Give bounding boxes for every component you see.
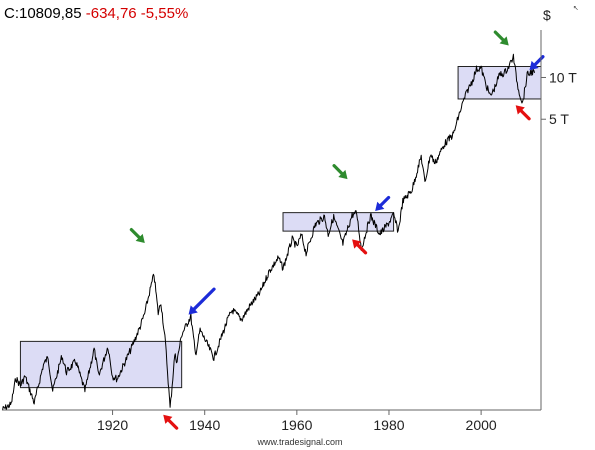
x-tick-label-1940: 1940 (189, 417, 220, 433)
peak-arrow-1 (129, 227, 145, 244)
range-box-2 (282, 212, 395, 232)
quote-change-percent: -5,55% (140, 5, 189, 22)
x-tick-label-1960: 1960 (281, 417, 312, 433)
quote-change: -634,76 (85, 5, 137, 22)
low-arrow-8 (352, 239, 368, 255)
range-box-3 (457, 66, 542, 100)
corner-mark: ↗ (573, 5, 580, 11)
y-tick-label: 10 T (549, 69, 577, 85)
breakout-arrow-4 (188, 287, 216, 315)
y-axis-ticks: 10 T 5 T (541, 69, 577, 127)
quote-header: C:10809,85 -634,76 -5,55% (4, 5, 188, 22)
x-tick-label-1980: 1980 (373, 417, 404, 433)
breakout-arrow-6 (529, 55, 545, 71)
low-arrow-7 (163, 414, 179, 430)
x-axis-ticks: 1920 1940 1960 1980 2000 (97, 410, 497, 433)
peak-arrow-3 (493, 30, 509, 46)
x-tick-label-2000: 2000 (466, 417, 497, 433)
source-credit: www.tradesignal.com (256, 437, 342, 447)
annotation-arrows (129, 30, 545, 430)
y-tick-label: 5 T (549, 111, 569, 127)
low-arrow-9 (515, 105, 531, 121)
price-line (1, 53, 536, 411)
quote-value: C:10809,85 (4, 5, 82, 22)
breakout-arrow-5 (375, 195, 391, 211)
range-boxes (19, 66, 542, 389)
y-axis-unit: $ (543, 7, 551, 23)
price-line-layer (1, 53, 536, 411)
range-box-1 (19, 340, 183, 389)
peak-arrow-2 (332, 164, 348, 180)
x-tick-label-1920: 1920 (97, 417, 128, 433)
